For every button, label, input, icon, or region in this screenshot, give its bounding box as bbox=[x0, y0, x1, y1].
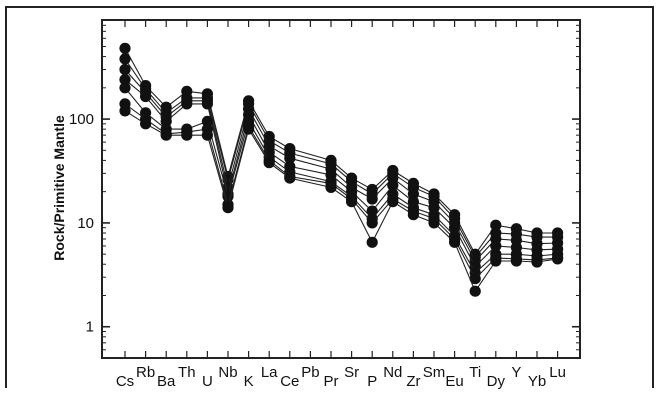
data-point bbox=[160, 129, 172, 141]
x-tick-label-sm: Sm bbox=[423, 364, 446, 381]
data-point bbox=[510, 255, 522, 267]
data-point bbox=[366, 193, 378, 205]
data-point bbox=[119, 82, 131, 94]
data-point bbox=[284, 152, 296, 164]
data-point bbox=[325, 181, 337, 193]
x-tick-label-lu: Lu bbox=[549, 364, 566, 381]
data-point bbox=[140, 90, 152, 103]
data-point bbox=[490, 255, 502, 267]
x-tick-label-rb: Rb bbox=[136, 364, 155, 381]
x-tick-label-pr: Pr bbox=[324, 373, 339, 390]
data-point bbox=[366, 217, 378, 229]
x-tick-label-nd: Nd bbox=[383, 364, 402, 381]
data-point bbox=[119, 63, 131, 76]
data-point bbox=[428, 217, 440, 229]
x-tick-label-p: P bbox=[367, 373, 377, 390]
x-tick-label-ba: Ba bbox=[157, 373, 176, 390]
data-point bbox=[181, 98, 193, 110]
x-tick-label-nb: Nb bbox=[218, 364, 237, 381]
data-point bbox=[387, 196, 399, 208]
series-5 bbox=[119, 82, 564, 279]
data-point bbox=[140, 118, 152, 130]
x-tick-label-th: Th bbox=[178, 364, 196, 381]
y-axis-title: Rock/Primitive Mantle bbox=[51, 115, 67, 261]
data-point bbox=[469, 273, 481, 285]
x-tick-label-pb: Pb bbox=[301, 364, 319, 381]
data-point bbox=[552, 253, 564, 265]
series-7 bbox=[119, 105, 564, 297]
data-point bbox=[407, 188, 419, 200]
x-tick-label-y: Y bbox=[511, 364, 521, 381]
data-point bbox=[387, 179, 399, 191]
y-tick-labels: 1 10 100 bbox=[69, 111, 94, 336]
x-tick-label-yb: Yb bbox=[528, 373, 546, 390]
x-tick-label-k: K bbox=[244, 373, 254, 390]
x-tick-label-zr: Zr bbox=[406, 373, 420, 390]
data-point bbox=[346, 196, 358, 208]
y-tick-label: 1 bbox=[86, 319, 94, 336]
data-point bbox=[201, 98, 213, 110]
data-point bbox=[407, 209, 419, 221]
data-point bbox=[263, 157, 275, 169]
plot-area-frame bbox=[101, 19, 581, 359]
figure-border bbox=[5, 6, 654, 388]
series-1 bbox=[119, 42, 564, 260]
x-tick-label-cs: Cs bbox=[116, 373, 134, 390]
x-tick-label-dy: Dy bbox=[487, 373, 506, 390]
data-point bbox=[222, 202, 234, 214]
data-point bbox=[201, 129, 213, 141]
series-2 bbox=[119, 53, 564, 263]
data-point bbox=[201, 115, 213, 127]
data-point bbox=[284, 172, 296, 184]
data-point bbox=[531, 256, 543, 268]
data-point bbox=[490, 240, 502, 252]
data-point bbox=[160, 115, 172, 127]
x-tick-label-ce: Ce bbox=[280, 373, 299, 390]
x-tick-label-sr: Sr bbox=[344, 364, 359, 381]
data-point bbox=[366, 236, 378, 248]
x-tick-label-ti: Ti bbox=[469, 364, 481, 381]
data-point bbox=[119, 74, 131, 86]
data-point bbox=[119, 53, 131, 65]
series-layer bbox=[119, 42, 564, 297]
data-point bbox=[449, 236, 461, 248]
x-tick-label-u: U bbox=[202, 373, 213, 390]
axis-ticks bbox=[102, 19, 580, 359]
x-tick-label-eu: Eu bbox=[445, 373, 463, 390]
data-point bbox=[243, 123, 255, 135]
data-point bbox=[119, 42, 131, 54]
data-point bbox=[490, 219, 502, 231]
y-tick-label: 10 bbox=[77, 215, 94, 232]
x-tick-label-la: La bbox=[261, 364, 278, 381]
data-point bbox=[449, 222, 461, 234]
y-tick-label: 100 bbox=[69, 111, 94, 128]
data-point bbox=[119, 105, 131, 117]
data-point bbox=[181, 129, 193, 141]
data-point bbox=[469, 285, 481, 297]
